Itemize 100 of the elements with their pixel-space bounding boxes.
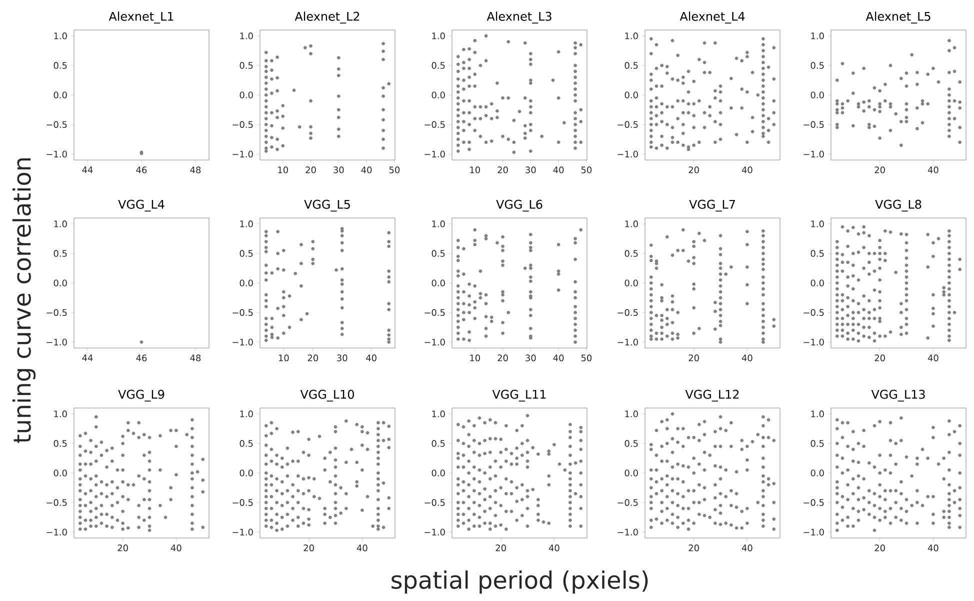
x-tick-label: 20 <box>304 544 314 552</box>
y-tick-label: 0.5 <box>54 440 67 447</box>
y-tick-label: 0.0 <box>432 470 445 476</box>
y-tick-label: 1.0 <box>54 32 67 40</box>
y-tick-label: 1.0 <box>240 32 253 40</box>
x-axis-title: spatial period (pxiels) <box>392 570 648 594</box>
x-tick-label: 40 <box>928 354 938 362</box>
x-tick-label: 20 <box>874 354 885 362</box>
x-tick-label: 40 <box>553 166 564 174</box>
x-tick-label: 30 <box>334 166 344 174</box>
y-tick-label: −0.5 <box>618 309 638 316</box>
x-tick-label: 20 <box>308 354 318 362</box>
y-tick-label: 1.0 <box>432 220 445 228</box>
y-tick-label: 0.5 <box>240 440 253 447</box>
y-tick-label: 0.0 <box>240 470 253 476</box>
x-tick-label: 40 <box>553 354 564 362</box>
x-tick-label: 44 <box>82 166 93 174</box>
y-tick-label: −1.0 <box>804 150 824 158</box>
y-tick-label: −0.5 <box>232 499 253 506</box>
chart-title: VGG_L5 <box>304 200 350 212</box>
y-tick-label: 0.0 <box>624 470 638 476</box>
chart-title: VGG_L8 <box>875 200 922 212</box>
y-tick-label: 0.0 <box>54 470 67 476</box>
y-tick-label: −1.0 <box>804 528 824 536</box>
y-tick-label: −0.5 <box>46 309 67 316</box>
y-tick-label: −0.5 <box>804 309 824 316</box>
x-tick-label: 40 <box>928 544 938 552</box>
y-tick-label: 0.0 <box>810 280 824 286</box>
chart-title: Alexnet_L5 <box>866 12 930 24</box>
x-tick-label: 20 <box>688 166 699 174</box>
y-tick-label: 1.0 <box>625 410 638 418</box>
y-tick-label: 0.0 <box>240 280 253 286</box>
y-tick-label: 1.0 <box>240 410 253 418</box>
chart-title: VGG_L9 <box>118 390 164 402</box>
x-tick-label: 30 <box>337 354 348 362</box>
y-tick-label: 0.5 <box>624 62 638 69</box>
y-tick-label: 0.0 <box>432 92 445 98</box>
y-tick-label: 0.5 <box>810 250 824 257</box>
y-tick-label: −1.0 <box>232 338 253 346</box>
y-tick-label: −1.0 <box>46 338 67 346</box>
y-tick-label: 0.0 <box>810 470 824 476</box>
chart-title: VGG_L12 <box>685 390 739 402</box>
x-tick-label: 44 <box>82 354 93 362</box>
x-tick-label: 10 <box>470 354 480 362</box>
y-tick-label: −0.5 <box>804 121 824 128</box>
x-tick-label: 50 <box>581 166 592 174</box>
y-tick-label: −1.0 <box>618 150 638 158</box>
y-tick-label: 0.0 <box>810 92 824 98</box>
y-tick-label: 0.5 <box>432 440 445 447</box>
y-tick-label: −1.0 <box>232 528 253 536</box>
x-tick-label: 10 <box>278 166 288 174</box>
chart-title: VGG_L7 <box>689 200 735 212</box>
chart-title: VGG_L13 <box>871 390 925 402</box>
x-tick-label: 40 <box>170 544 182 552</box>
y-tick-label: −1.0 <box>46 528 67 536</box>
x-tick-label: 20 <box>498 354 508 362</box>
y-tick-label: 0.5 <box>624 440 638 447</box>
x-tick-label: 30 <box>526 166 536 174</box>
y-tick-label: −0.5 <box>618 121 638 128</box>
chart-title: Alexnet_L1 <box>108 12 174 24</box>
y-tick-label: −1.0 <box>804 338 824 346</box>
x-tick-label: 40 <box>742 354 752 362</box>
x-tick-label: 40 <box>742 166 752 174</box>
y-tick-label: 1.0 <box>811 220 824 228</box>
y-tick-label: 1.0 <box>811 410 824 418</box>
x-tick-label: 10 <box>470 166 480 174</box>
x-tick-label: 20 <box>118 544 128 552</box>
y-tick-label: 0.0 <box>54 280 67 286</box>
x-tick-label: 20 <box>688 544 699 552</box>
y-tick-label: 1.0 <box>432 410 445 418</box>
y-tick-label: 1.0 <box>625 220 638 228</box>
y-tick-label: −0.5 <box>424 499 445 506</box>
y-tick-label: −0.5 <box>618 499 638 506</box>
y-tick-label: −0.5 <box>232 309 253 316</box>
y-tick-label: −1.0 <box>424 150 445 158</box>
chart-title: VGG_L11 <box>492 390 546 402</box>
y-tick-label: 1.0 <box>240 220 253 228</box>
x-tick-label: 20 <box>874 544 885 552</box>
y-tick-label: −1.0 <box>618 338 638 346</box>
y-tick-label: −0.5 <box>46 499 67 506</box>
y-tick-label: −0.5 <box>232 121 253 128</box>
x-tick-label: 40 <box>356 544 368 552</box>
x-tick-label: 46 <box>136 354 147 362</box>
y-tick-label: 0.0 <box>432 280 445 286</box>
chart-title: Alexnet_L3 <box>486 12 552 24</box>
y-tick-label: 0.0 <box>624 92 638 98</box>
y-tick-label: 0.0 <box>54 92 67 98</box>
y-tick-label: −0.5 <box>46 121 67 128</box>
x-tick-label: 40 <box>548 544 560 552</box>
y-tick-label: −0.5 <box>424 121 445 128</box>
y-tick-label: 0.0 <box>624 280 638 286</box>
y-tick-label: −0.5 <box>804 499 824 506</box>
x-tick-label: 40 <box>928 166 938 174</box>
y-tick-label: 0.5 <box>810 440 824 447</box>
x-tick-label: 50 <box>581 354 592 362</box>
x-tick-label: 20 <box>498 166 508 174</box>
y-tick-label: −0.5 <box>424 309 445 316</box>
y-tick-label: 0.5 <box>240 62 253 69</box>
x-tick-label: 30 <box>526 354 536 362</box>
y-tick-label: 0.5 <box>624 250 638 257</box>
